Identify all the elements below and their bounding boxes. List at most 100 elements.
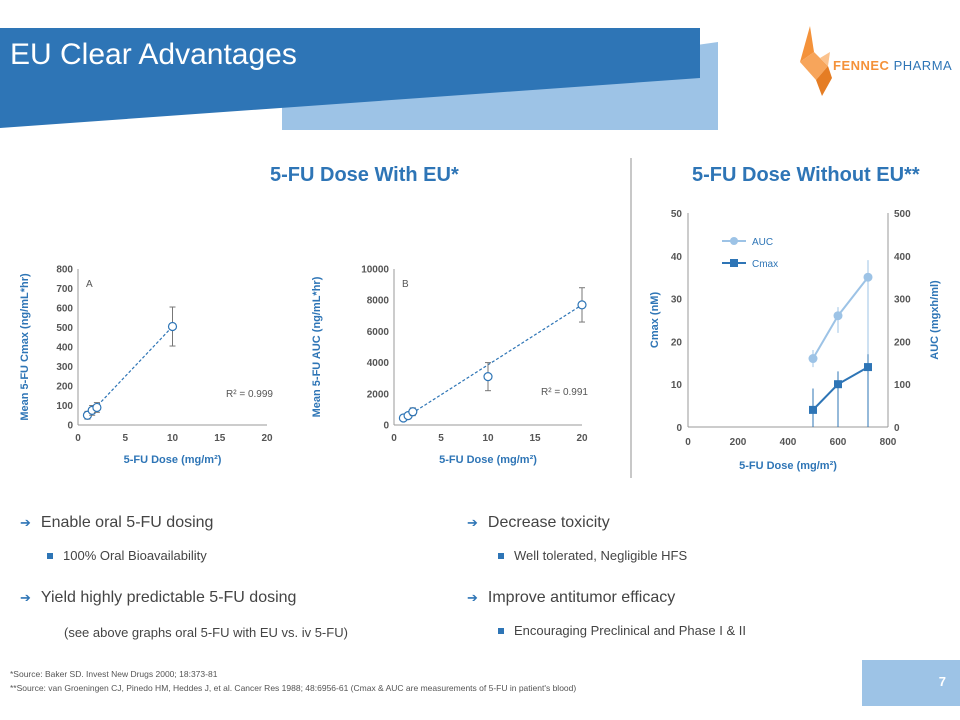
y-tick-label: 10000: [361, 265, 389, 276]
x-tick-label: 10: [167, 433, 179, 444]
x-tick-label: 0: [75, 433, 81, 444]
series-line-cmax: [812, 366, 869, 411]
footnote-2: **Source: van Groeningen CJ, Pinedo HM, …: [10, 682, 577, 693]
legend-label-cmax: Cmax: [752, 259, 778, 270]
company-logo-text: FENNEC PHARMA: [833, 58, 953, 73]
y-tick-label: 500: [56, 323, 73, 334]
data-point-auc: [808, 354, 818, 364]
data-point-cmax: [834, 380, 842, 389]
y-tick-label: 0: [383, 421, 389, 432]
r-squared-label: R² = 0.991: [541, 387, 588, 398]
y2-tick-label: 400: [894, 252, 911, 263]
x-axis-title: 5-FU Dose (mg/m²): [739, 460, 837, 472]
data-point-cmax: [864, 363, 872, 372]
x-tick-label: 20: [261, 433, 273, 444]
x-tick-label: 15: [214, 433, 226, 444]
bullet-predictable-dosing: ➔ Yield highly predictable 5-FU dosing: [20, 589, 297, 606]
y2-tick-label: 0: [894, 423, 900, 434]
chart-b-auc-vs-dose: 0 2000 4000 6000 8000 10000 0 5 10 15 20 5-FU Dose …: [311, 265, 588, 467]
y-axis-title: Mean 5-FU Cmax (ng/mL*hr): [19, 273, 31, 421]
legend-marker-cmax: [730, 259, 738, 267]
data-point: [408, 407, 418, 417]
square-bullet-icon: [498, 552, 504, 559]
bullet-antitumor-efficacy: ➔ Improve antitumor efficacy: [467, 589, 676, 606]
x-tick-label: 600: [830, 437, 847, 448]
y-tick-label: 400: [56, 343, 73, 354]
arrow-icon: ➔: [20, 515, 31, 530]
fit-line: [403, 304, 583, 420]
panel-label: B: [402, 279, 409, 290]
y-tick-label: 4000: [367, 358, 390, 369]
y-tick-label: 0: [676, 423, 682, 434]
data-point-cmax: [809, 405, 817, 414]
slide-title: EU Clear Advantages: [10, 38, 297, 71]
data-point: [577, 300, 587, 310]
y-tick-label: 6000: [367, 327, 390, 338]
y-tick-label: 800: [56, 265, 73, 276]
note-see-graphs: (see above graphs oral 5-FU with EU vs. …: [64, 625, 348, 640]
square-bullet-icon: [498, 627, 504, 634]
y-axis-title: Cmax (nM): [649, 292, 661, 349]
x-axis-title: 5-FU Dose (mg/m²): [124, 454, 222, 466]
x-tick-label: 5: [438, 433, 444, 444]
y2-tick-label: 200: [894, 337, 911, 348]
data-point: [92, 402, 102, 413]
x-tick-label: 800: [880, 437, 897, 448]
y-tick-label: 40: [671, 252, 683, 263]
y-tick-label: 700: [56, 284, 73, 295]
y-tick-label: 20: [671, 337, 683, 348]
section-divider: [630, 158, 632, 478]
x-tick-label: 15: [529, 433, 541, 444]
y-tick-label: 100: [56, 401, 73, 412]
data-point-auc: [863, 272, 873, 282]
x-tick-label: 0: [685, 437, 691, 448]
x-tick-label: 20: [576, 433, 588, 444]
x-tick-label: 10: [482, 433, 494, 444]
section-title-with-eu: 5-FU Dose With EU*: [270, 164, 459, 186]
bullet-oral-dosing: ➔ Enable oral 5-FU dosing: [20, 514, 214, 531]
legend-label-auc: AUC: [752, 237, 773, 248]
legend-marker-auc: [730, 237, 738, 245]
sub-bullet-tolerated: Well tolerated, Negligible HFS: [498, 548, 687, 563]
sub-bullet-bioavailability: 100% Oral Bioavailability: [47, 548, 207, 563]
footnote-1: *Source: Baker SD. Invest New Drugs 2000…: [10, 669, 218, 679]
square-bullet-icon: [47, 552, 53, 559]
page-number: 7: [938, 674, 946, 689]
x-tick-label: 400: [780, 437, 797, 448]
y-tick-label: 8000: [367, 296, 390, 307]
y-tick-label: 300: [56, 362, 73, 373]
fit-line: [87, 326, 173, 417]
page-number-box: 7: [862, 660, 960, 706]
x-axis-title: 5-FU Dose (mg/m²): [439, 454, 537, 466]
y-tick-label: 200: [56, 382, 73, 393]
arrow-icon: ➔: [467, 590, 478, 605]
x-tick-label: 0: [391, 433, 397, 444]
arrow-icon: ➔: [467, 515, 478, 530]
y2-tick-label: 500: [894, 209, 911, 220]
data-point: [483, 372, 493, 382]
y-tick-label: 10: [671, 380, 683, 391]
y2-tick-label: 100: [894, 380, 911, 391]
y-axis-title: Mean 5-FU AUC (ng/mL*hr): [311, 276, 323, 417]
sub-bullet-preclinical: Encouraging Preclinical and Phase I & II: [498, 623, 746, 638]
panel-label: A: [86, 279, 93, 290]
r-squared-label: R² = 0.999: [226, 389, 273, 400]
y-tick-label: 600: [56, 304, 73, 315]
x-tick-label: 5: [122, 433, 128, 444]
footnotes: *Source: Baker SD. Invest New Drugs 2000…: [10, 668, 576, 695]
y2-tick-label: 300: [894, 295, 911, 306]
arrow-icon: ➔: [20, 590, 31, 605]
x-tick-label: 200: [730, 437, 747, 448]
fennec-fox-logo-icon: [800, 26, 832, 96]
y-tick-label: 50: [671, 209, 683, 220]
chart-a-cmax-vs-dose: 0 100 200 300 400 500 600 700 800 0 5 10 15 20 5-FU Do…: [19, 265, 273, 467]
bullet-decrease-toxicity: ➔ Decrease toxicity: [467, 514, 610, 531]
y-tick-label: 0: [67, 421, 73, 432]
y-tick-label: 30: [671, 295, 683, 306]
section-title-without-eu: 5-FU Dose Without EU**: [692, 164, 920, 186]
data-point: [167, 321, 178, 332]
y2-axis-title: AUC (mgxh/ml): [929, 280, 941, 360]
data-point-auc: [833, 311, 843, 321]
y-tick-label: 2000: [367, 389, 390, 400]
